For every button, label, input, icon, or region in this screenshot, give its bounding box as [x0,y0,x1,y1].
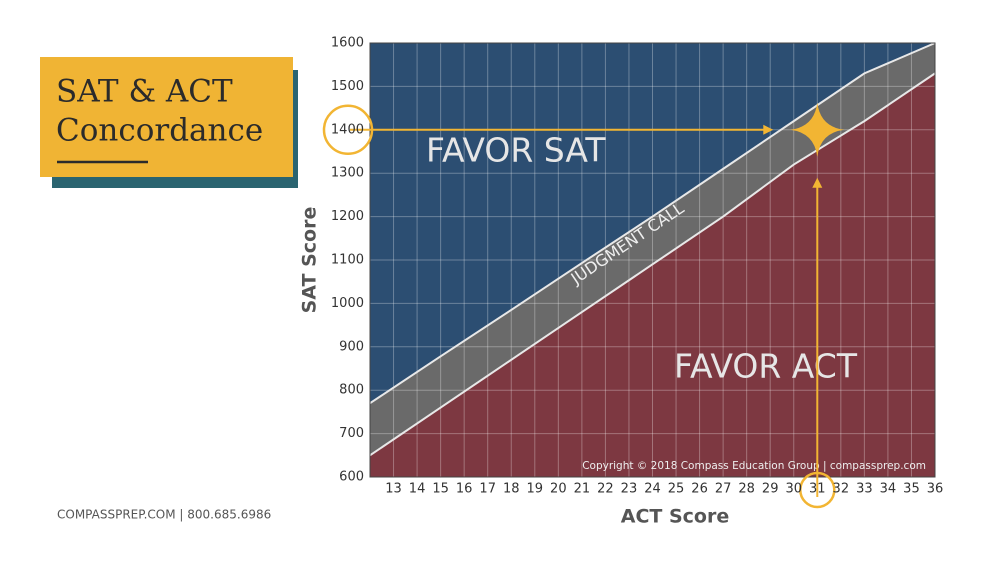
arrow-head [763,124,774,135]
x-tick-label: 35 [903,482,920,497]
y-tick-label: 1400 [331,122,364,137]
x-tick-label: 23 [621,482,638,497]
y-tick-label: 1000 [331,296,364,311]
title-line: Concordance [56,113,263,149]
region-between [370,43,935,456]
region-below [370,73,935,477]
region-label: FAVOR ACT [674,347,858,386]
x-tick-label: 20 [550,482,567,497]
x-tick-label: 18 [503,482,520,497]
x-tick-label: 17 [479,482,496,497]
x-tick-label: 16 [456,482,473,497]
y-tick-label: 600 [339,470,364,485]
x-tick-label: 14 [409,482,426,497]
copyright: Copyright © 2018 Compass Education Group… [582,460,926,472]
x-tick-label: 31 [809,482,826,497]
y-tick-label: 1300 [331,166,364,181]
x-tick-label: 34 [880,482,897,497]
region-above [370,43,935,404]
highlight-circle [322,104,374,156]
y-tick-label: 900 [339,339,364,354]
y-tick-label: 1500 [331,79,364,94]
region-label: FAVOR SAT [426,131,606,170]
x-tick-label: 27 [715,482,732,497]
y-tick-label: 1100 [331,253,364,268]
y-axis-label: SAT Score [299,207,321,314]
x-tick-label: 24 [644,482,661,497]
y-tick-label: 800 [339,383,364,398]
x-tick-label: 25 [668,482,685,497]
upper-boundary [369,42,936,405]
x-tick-label: 32 [833,482,850,497]
y-tick-label: 700 [339,426,364,441]
highlight-circle [799,471,836,509]
footer: COMPASSPREP.COM | 800.685.6986 [57,508,271,522]
arrow-head [812,177,823,188]
x-tick-label: 19 [527,482,544,497]
x-axis-label: ACT Score [621,506,729,528]
plot-border [369,42,936,478]
x-tick-label: 36 [927,482,944,497]
x-tick-label: 26 [691,482,708,497]
x-tick-label: 15 [432,482,449,497]
lower-boundary [369,72,936,457]
title-line: SAT & ACT [56,74,233,110]
x-tick-label: 33 [856,482,873,497]
highlight-star [790,102,845,157]
x-tick-label: 28 [738,482,755,497]
x-tick-label: 30 [785,482,802,497]
y-tick-label: 1200 [331,209,364,224]
x-tick-label: 22 [597,482,614,497]
y-tick-label: 1600 [331,36,364,51]
x-tick-label: 21 [574,482,591,497]
title-box [40,57,293,177]
x-tick-label: 29 [762,482,779,497]
x-tick-label: 13 [385,482,402,497]
